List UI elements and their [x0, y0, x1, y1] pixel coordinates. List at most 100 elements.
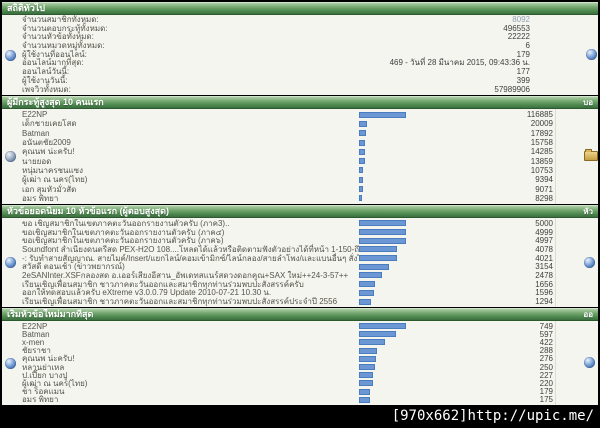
member-count-bar: [359, 355, 376, 362]
top-posters-list: E22NP 116885 เด็กชายเคยโสด 20009 Batman 17892…: [18, 109, 555, 204]
cutoff-header-fragment: บอ: [583, 98, 593, 107]
member-count-bar: [359, 186, 363, 193]
stat-value-link[interactable]: 8092: [512, 15, 530, 24]
member-link[interactable]: Batman: [22, 128, 50, 138]
topic-link[interactable]: ขอเชิญสมาชิกในเขตภาคตะวันออกรายงานตัวครั…: [22, 236, 224, 246]
topic-count: 1596: [535, 288, 553, 298]
bar-zone: [359, 272, 511, 279]
stat-value: 179: [516, 49, 530, 59]
topic-link[interactable]: ขอเชิญสมาชิกในเขตภาคตะวันออกรายงานตัวครั…: [22, 227, 225, 237]
bar-zone: [359, 139, 511, 146]
top-starters-body: E22NP 749 Batman 597 x-men 422 ชัยราชา 288 คุณนพ…: [2, 321, 598, 405]
bar-zone: [359, 323, 511, 330]
stat-value: 399: [516, 75, 530, 85]
member-link[interactable]: คุณนพ น่ะครับ!: [22, 147, 75, 157]
member-count-bar: [359, 139, 365, 146]
topic-row: -: รับทำสายสัญญาณ. สายไมค์/Insert/แยกไลน…: [18, 254, 555, 263]
icon-column: [2, 321, 18, 405]
stats-pie-icon: [584, 357, 595, 368]
general-stats-header: สถิติทั่วไป: [2, 2, 598, 15]
topic-link[interactable]: Soundfont สำเนียงดนตรีสด PEX-H2O 108....…: [22, 244, 359, 254]
member-count-bar: [359, 323, 406, 330]
member-link[interactable]: หนุ่มนาครชนแซง: [22, 165, 84, 175]
member-link[interactable]: อมร พิทยา: [22, 395, 59, 405]
member-link[interactable]: นายยอด: [22, 156, 52, 166]
stat-value: 469 - วันที่ 28 มีนาคม 2015, 09:43:36 น.: [389, 58, 530, 68]
topic-link[interactable]: สวัสดี ตอนเช้า (ข่าวพยากรณ์): [22, 262, 125, 272]
topic-count-bar: [359, 246, 397, 253]
top-starters-title: เริ่มหัวข้อใหม่มากที่สุด: [7, 309, 94, 319]
bar-zone: [359, 289, 511, 296]
topic-link[interactable]: 2eSANInter.XSFกลองสด อ.เออร์เสียงอีสาน_อ…: [22, 270, 349, 280]
member-link[interactable]: E22NP: [22, 110, 48, 120]
member-link[interactable]: เอก สุมหัวมั่วสัด: [22, 184, 77, 194]
topic-link[interactable]: -: รับทำสายสัญญาณ. สายไมค์/Insert/แยกไลน…: [22, 253, 359, 263]
member-count-bar: [359, 176, 363, 183]
topic-count-bar: [359, 229, 406, 236]
member-link[interactable]: ผู้เฒ่า ณ นคร(ไทย): [22, 175, 88, 185]
member-link[interactable]: คุณนพ น่ะครับ!: [22, 354, 75, 364]
topic-count: 1656: [535, 279, 553, 289]
bar-zone: [359, 380, 511, 387]
member-link[interactable]: เด็กชายเคยโสด: [22, 119, 77, 129]
member-count-bar: [359, 120, 367, 127]
member-link[interactable]: ผู้เฒ่า ณ นคร(ไทย): [22, 378, 88, 388]
member-count: 8298: [535, 193, 553, 203]
member-count-bar: [359, 388, 370, 395]
member-link[interactable]: ชา ร็อคแมน: [22, 387, 65, 397]
member-row: x-men 422: [18, 337, 555, 347]
member-link[interactable]: x-men: [22, 337, 45, 347]
bar-zone: [359, 339, 511, 346]
member-count: 9394: [535, 175, 553, 185]
member-link[interactable]: ชัยราชา: [22, 346, 51, 356]
topic-link[interactable]: ออกให้ทดสอบแล้วครับ eXtreme v3.0.0.79 Up…: [22, 288, 272, 298]
stat-row: เพจวิวทั้งหมด: 57989906: [18, 84, 532, 95]
member-count: 13859: [530, 156, 553, 166]
section-top-posters: ผู้มีกระทู้สูงสุด 10 คนแรก บอ E22NP 11688…: [2, 96, 598, 204]
icon-column: [2, 109, 18, 204]
stat-label: ออนไลน์มากที่สุด:: [22, 58, 84, 68]
topic-count-bar: [359, 237, 406, 244]
member-link[interactable]: หลานย่าเหล: [22, 362, 65, 372]
topic-link[interactable]: เรียนเชิญเพื่อนสมาชิก ชาวภาคตะวันออกและส…: [22, 297, 338, 307]
member-link[interactable]: อนันตชัย2009: [22, 138, 71, 148]
member-count-bar: [359, 148, 365, 155]
bar-zone: [359, 229, 511, 236]
top-posters-title: ผู้มีกระทู้สูงสุด 10 คนแรก: [7, 97, 104, 107]
stats-pie-icon: [4, 357, 16, 369]
section-top-topics: หัวข้อยอดนิยม 10 หัวข้อแรก (ผู้ตอบสูงสุด…: [2, 205, 598, 307]
member-count-bar: [359, 158, 365, 165]
topic-row: 2eSANInter.XSFกลองสด อ.เออร์เสียงอีสาน_อ…: [18, 271, 555, 280]
bar-zone: [359, 255, 511, 262]
stat-row: จำนวนหมวดหมู่ทั้งหมด: 6: [18, 41, 532, 51]
topic-count: 4078: [535, 244, 553, 254]
topic-link[interactable]: เรียนเชิญเพื่อนสมาชิก ชาวภาคตะวันออกและส…: [22, 279, 304, 289]
stat-label: จำนวนตอบกระทู้ทั้งหมด:: [22, 23, 108, 33]
forum-statistics-page: สถิติทั่วไป จำนวนสมาชิกทั้งหมด: 8092 จำนวน…: [2, 2, 598, 406]
member-count-bar: [359, 111, 406, 118]
bar-zone: [359, 186, 511, 193]
bar-zone: [359, 396, 511, 403]
member-row: คุณนพ น่ะครับ! 276: [18, 354, 555, 364]
watermark: [970x662]http://upic.me/: [391, 408, 594, 424]
topic-count-bar: [359, 289, 374, 296]
topic-link[interactable]: ขอ เชิญสมาชิกในเขตภาคตะวันออกรายงานตัวคร…: [22, 218, 230, 228]
stat-value: 22222: [507, 32, 530, 42]
bar-zone: [359, 237, 511, 244]
member-row: E22NP 749: [18, 321, 555, 331]
member-link[interactable]: ป.เปี๊ยก บางปู: [22, 370, 68, 380]
bar-zone: [359, 298, 511, 305]
stat-row: จำนวนสมาชิกทั้งหมด: 8092: [18, 15, 532, 25]
topic-count: 4021: [535, 253, 553, 263]
member-link[interactable]: Batman: [22, 329, 50, 339]
bar-zone: [359, 246, 511, 253]
top-starters-header: เริ่มหัวข้อใหม่มากที่สุด ออ: [2, 308, 598, 321]
topic-row: สวัสดี ตอนเช้า (ข่าวพยากรณ์) 3154: [18, 262, 555, 271]
member-link[interactable]: อมร พิทยา: [22, 193, 59, 203]
member-row: ป.เปี๊ยก บางปู 227: [18, 370, 555, 380]
member-row: เด็กชายเคยโสด 20009: [18, 119, 555, 128]
member-row: ผู้เฒ่า ณ นคร(ไทย) 220: [18, 378, 555, 388]
member-row: E22NP 116885: [18, 110, 555, 119]
member-link[interactable]: E22NP: [22, 321, 48, 331]
stat-value: 57989906: [494, 84, 530, 94]
